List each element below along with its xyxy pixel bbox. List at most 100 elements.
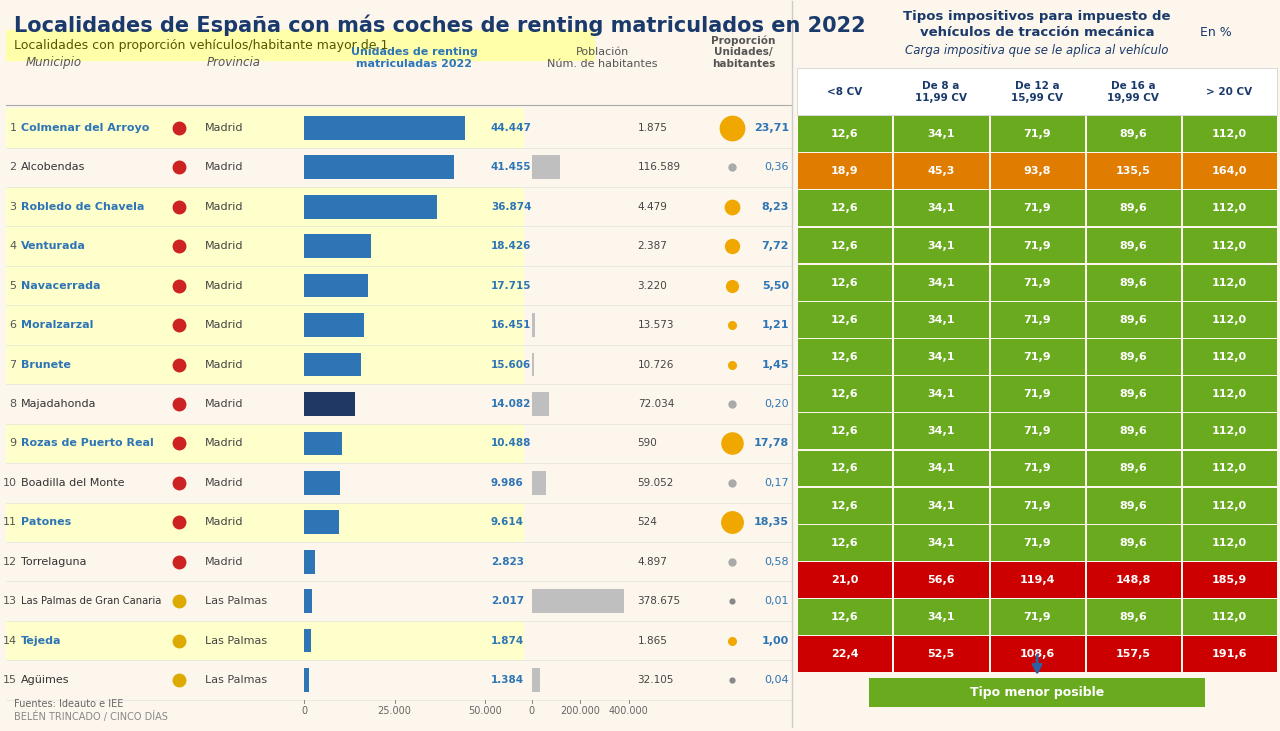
Text: Madrid: Madrid: [205, 281, 243, 291]
Text: 25.000: 25.000: [378, 705, 411, 716]
Text: Moralzarzal: Moralzarzal: [20, 320, 93, 330]
Text: 148,8: 148,8: [1116, 575, 1151, 585]
Text: 0: 0: [301, 705, 307, 716]
Text: Boadilla del Monte: Boadilla del Monte: [20, 478, 124, 488]
Text: 34,1: 34,1: [927, 352, 955, 362]
Text: 34,1: 34,1: [927, 612, 955, 622]
Text: 12: 12: [3, 557, 17, 567]
Text: Carga impositiva que se le aplica al vehículo: Carga impositiva que se le aplica al veh…: [905, 44, 1169, 56]
Bar: [895, 116, 988, 152]
Text: 1,45: 1,45: [762, 360, 788, 370]
Bar: [895, 265, 988, 300]
Text: Tipos impositivos para impuesto de: Tipos impositivos para impuesto de: [904, 10, 1171, 23]
Text: De 12 a
15,99 CV: De 12 a 15,99 CV: [1011, 81, 1064, 102]
Bar: [991, 637, 1084, 673]
Text: 9.986: 9.986: [492, 478, 524, 488]
Text: 15.606: 15.606: [492, 360, 531, 370]
Bar: [895, 450, 988, 486]
Text: 71,9: 71,9: [1023, 315, 1051, 325]
Text: 112,0: 112,0: [1212, 315, 1247, 325]
Bar: [6, 31, 594, 59]
Text: 112,0: 112,0: [1212, 352, 1247, 362]
Bar: [797, 68, 1277, 115]
Bar: [1183, 265, 1277, 300]
Text: Tejeda: Tejeda: [20, 635, 61, 645]
Text: Majadahonda: Majadahonda: [20, 399, 96, 409]
Bar: [991, 339, 1084, 375]
Text: 34,1: 34,1: [927, 538, 955, 548]
Bar: [305, 510, 339, 534]
Text: 112,0: 112,0: [1212, 203, 1247, 213]
Bar: [305, 550, 315, 574]
Text: 89,6: 89,6: [1120, 612, 1147, 622]
Text: 34,1: 34,1: [927, 463, 955, 474]
Text: 71,9: 71,9: [1023, 352, 1051, 362]
Text: Madrid: Madrid: [205, 399, 243, 409]
Text: Proporción
Unidades/
habitantes: Proporción Unidades/ habitantes: [712, 35, 776, 69]
Text: Agüimes: Agüimes: [20, 675, 69, 685]
Bar: [1183, 414, 1277, 449]
Bar: [6, 424, 524, 463]
Text: 34,1: 34,1: [927, 203, 955, 213]
Bar: [6, 227, 524, 266]
Bar: [895, 562, 988, 598]
Text: 590: 590: [637, 439, 658, 448]
Text: 89,6: 89,6: [1120, 463, 1147, 474]
Text: 13: 13: [3, 596, 17, 606]
Text: 93,8: 93,8: [1024, 166, 1051, 176]
Bar: [6, 306, 524, 345]
Bar: [1183, 302, 1277, 338]
Text: De 16 a
19,99 CV: De 16 a 19,99 CV: [1107, 81, 1160, 102]
Bar: [1087, 525, 1181, 561]
Bar: [6, 187, 524, 227]
Text: 89,6: 89,6: [1120, 203, 1147, 213]
Text: Madrid: Madrid: [205, 162, 243, 173]
Bar: [895, 302, 988, 338]
Text: Rozas de Puerto Real: Rozas de Puerto Real: [20, 439, 154, 448]
Bar: [991, 116, 1084, 152]
Point: [722, 240, 742, 252]
Bar: [895, 637, 988, 673]
Bar: [799, 525, 892, 561]
Text: 89,6: 89,6: [1120, 129, 1147, 139]
Text: Localidades de España con más coches de renting matriculados en 2022: Localidades de España con más coches de …: [14, 15, 865, 36]
Bar: [799, 488, 892, 523]
Bar: [799, 154, 892, 189]
Text: 89,6: 89,6: [1120, 426, 1147, 436]
Bar: [895, 227, 988, 263]
Text: Población
Núm. de habitantes: Población Núm. de habitantes: [547, 48, 658, 69]
Point: [722, 122, 742, 134]
Point: [722, 595, 742, 607]
Bar: [991, 154, 1084, 189]
Bar: [6, 266, 524, 306]
Bar: [531, 471, 547, 495]
Text: 13.573: 13.573: [637, 320, 675, 330]
Bar: [305, 116, 465, 140]
Text: 3: 3: [9, 202, 17, 212]
Text: <8 CV: <8 CV: [827, 87, 863, 96]
Bar: [1087, 414, 1181, 449]
Text: Las Palmas: Las Palmas: [205, 635, 268, 645]
Text: 22,4: 22,4: [831, 649, 859, 659]
Bar: [799, 562, 892, 598]
Bar: [531, 156, 561, 179]
Bar: [1087, 637, 1181, 673]
Text: Patones: Patones: [20, 518, 70, 527]
Text: 10.488: 10.488: [492, 439, 531, 448]
Text: Unidades de renting
matriculadas 2022: Unidades de renting matriculadas 2022: [351, 48, 477, 69]
Text: 12,6: 12,6: [831, 352, 859, 362]
Bar: [1183, 562, 1277, 598]
Text: 45,3: 45,3: [927, 166, 955, 176]
Text: 71,9: 71,9: [1023, 501, 1051, 511]
Bar: [1087, 302, 1181, 338]
Bar: [1087, 116, 1181, 152]
Bar: [1087, 191, 1181, 226]
Text: 71,9: 71,9: [1023, 463, 1051, 474]
Bar: [991, 191, 1084, 226]
Bar: [531, 352, 534, 376]
Text: 71,9: 71,9: [1023, 278, 1051, 288]
Text: 112,0: 112,0: [1212, 501, 1247, 511]
Bar: [1087, 599, 1181, 635]
Bar: [531, 668, 540, 692]
Text: 10: 10: [3, 478, 17, 488]
